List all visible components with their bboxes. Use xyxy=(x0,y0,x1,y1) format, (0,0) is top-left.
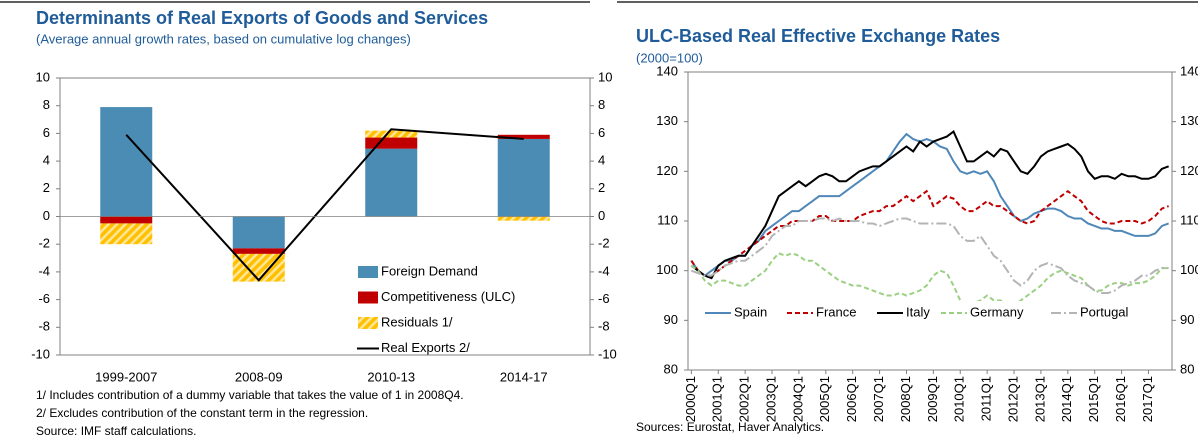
x-tick-label: 2001Q1 xyxy=(710,376,725,422)
line-series xyxy=(690,130,1169,280)
legend-label: Spain xyxy=(734,304,767,319)
y2-tick-label: 6 xyxy=(598,125,605,140)
legend-label: Italy xyxy=(906,304,930,319)
x-tick-label: 2004Q1 xyxy=(790,376,805,422)
legend-label: Portugal xyxy=(1080,304,1129,319)
x-tick-label: 2014Q1 xyxy=(1059,376,1074,422)
y2-tick-label: 4 xyxy=(598,153,605,168)
y2-tick-label: 140 xyxy=(1180,63,1198,78)
x-tick-label: 2010-13 xyxy=(367,369,415,384)
line-series xyxy=(690,189,1169,277)
line-series xyxy=(690,252,1169,307)
chart-subtitle: (2000=100) xyxy=(636,50,703,65)
y-tick-label: 140 xyxy=(656,63,678,78)
y-tick-label: 2 xyxy=(43,180,50,195)
bar-segment xyxy=(100,107,153,217)
bar-segment xyxy=(365,148,418,217)
legend-symbol xyxy=(358,291,378,304)
footnote: 1/ Includes contribution of a dummy vari… xyxy=(36,388,464,402)
y2-tick-label: 80 xyxy=(1180,361,1194,376)
y2-tick-label: -2 xyxy=(598,236,610,251)
y-tick-label: -2 xyxy=(38,236,50,251)
x-tick-label: 2003Q1 xyxy=(763,376,778,422)
y-tick-label: 120 xyxy=(656,163,678,178)
y2-tick-label: 110 xyxy=(1180,212,1198,227)
y-tick-label: 0 xyxy=(43,208,50,223)
y-tick-label: -10 xyxy=(31,346,50,361)
legend-label: Real Exports 2/ xyxy=(381,340,470,355)
legend-symbol xyxy=(358,317,378,329)
source: Source: IMF staff calculations. xyxy=(36,424,197,438)
x-tick-label: 2016Q1 xyxy=(1113,376,1128,422)
x-tick-label: 2002Q1 xyxy=(737,376,752,422)
y-tick-label: 80 xyxy=(664,361,678,376)
x-tick-label: 2013Q1 xyxy=(1032,376,1047,422)
y2-tick-label: 2 xyxy=(598,180,605,195)
x-tick-label: 1999-2007 xyxy=(95,369,157,384)
y2-tick-label: 130 xyxy=(1180,113,1198,128)
chart-subtitle: (Average annual growth rates, based on c… xyxy=(36,31,411,46)
y-tick-label: 130 xyxy=(656,113,678,128)
y-tick-label: 110 xyxy=(657,212,678,227)
y-tick-label: 90 xyxy=(664,312,678,327)
x-tick-label: 2015Q1 xyxy=(1086,376,1101,422)
bar-segment xyxy=(100,216,153,224)
bar-segment xyxy=(232,248,285,254)
bar-segment xyxy=(497,134,550,139)
y-tick-label: -8 xyxy=(38,319,50,334)
y-tick-label: 100 xyxy=(656,262,678,277)
legend-box xyxy=(700,301,1158,325)
x-tick-label: 2008-09 xyxy=(235,369,283,384)
x-tick-label: 2011Q1 xyxy=(979,376,994,421)
y2-tick-label: -10 xyxy=(598,346,617,361)
x-tick-label: 2014-17 xyxy=(500,369,548,384)
bar-segment xyxy=(497,216,550,221)
chart-title: ULC-Based Real Effective Exchange Rates xyxy=(636,26,1000,46)
x-tick-label: 2017Q1 xyxy=(1140,376,1155,422)
bar-segment xyxy=(365,137,418,149)
y2-tick-label: 100 xyxy=(1180,262,1198,277)
legend-label: France xyxy=(816,304,856,319)
legend-label: Competitiveness (ULC) xyxy=(381,289,515,304)
bar-segment xyxy=(100,223,153,245)
bar-segment xyxy=(497,138,550,217)
y-tick-label: 6 xyxy=(43,125,50,140)
y2-tick-label: 8 xyxy=(598,97,605,112)
y2-tick-label: 0 xyxy=(598,208,605,223)
y2-tick-label: 90 xyxy=(1180,312,1194,327)
legend-symbol xyxy=(358,266,378,278)
legend-label: Germany xyxy=(970,304,1024,319)
footnote: 2/ Excludes contribution of the constant… xyxy=(36,406,368,420)
legend-label: Residuals 1/ xyxy=(381,314,453,329)
y-tick-label: -4 xyxy=(38,263,50,278)
source: Sources: Eurostat, Haver Analytics. xyxy=(636,420,824,434)
x-tick-label: 2005Q1 xyxy=(817,376,832,422)
chart-title: Determinants of Real Exports of Goods an… xyxy=(36,8,488,28)
legend-label: Foreign Demand xyxy=(381,263,478,278)
x-tick-label: 2007Q1 xyxy=(871,376,886,422)
y2-tick-label: -6 xyxy=(598,291,610,306)
line-series xyxy=(690,132,1169,277)
x-tick-label: 2012Q1 xyxy=(1005,376,1020,422)
bar-segment xyxy=(365,130,418,138)
bar-segment xyxy=(232,253,285,282)
y-tick-label: 4 xyxy=(43,153,50,168)
x-tick-label: 2000Q1 xyxy=(683,376,698,422)
y-tick-label: 10 xyxy=(36,69,50,84)
x-tick-label: 2010Q1 xyxy=(952,376,967,422)
line-series xyxy=(125,128,524,282)
bar-segment xyxy=(232,216,285,249)
plot-frame xyxy=(687,71,1173,371)
y2-tick-label: 10 xyxy=(598,69,612,84)
x-tick-label: 2006Q1 xyxy=(844,376,859,422)
line-series xyxy=(691,217,1169,295)
y-tick-label: 8 xyxy=(43,97,50,112)
y2-tick-label: 120 xyxy=(1180,163,1198,178)
x-tick-label: 2009Q1 xyxy=(925,376,940,422)
y2-tick-label: -4 xyxy=(598,263,610,278)
y-tick-label: -6 xyxy=(38,291,50,306)
y2-tick-label: -8 xyxy=(598,319,610,334)
x-tick-label: 2008Q1 xyxy=(898,376,913,422)
